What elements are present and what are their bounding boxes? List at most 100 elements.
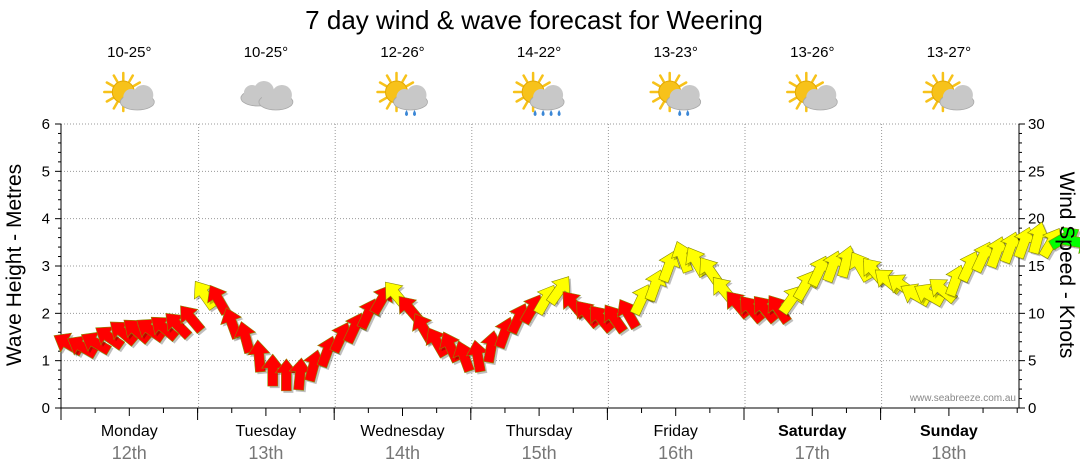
- sun-ray: [651, 96, 661, 103]
- sun-ray: [112, 74, 119, 83]
- day-date-label: 17th: [795, 443, 830, 463]
- sun-ray: [112, 101, 119, 110]
- wind-arrow: [986, 236, 1009, 269]
- weather-icons: 10-25° 10-25° 12-26° 14-22° 13-23° 13-26° 13-2…: [103, 44, 975, 116]
- rain-drop: [541, 110, 545, 116]
- sun-ray: [105, 96, 115, 103]
- wind-arrow: [150, 316, 180, 343]
- wind-arrow: [671, 241, 694, 274]
- cloud-shape: [816, 85, 837, 105]
- sun-ray: [658, 101, 665, 110]
- sun-ray: [674, 74, 681, 83]
- sun-cloud-rain-icon: [649, 71, 702, 116]
- day-name-label: Friday: [653, 423, 697, 440]
- wind-arrow: [740, 295, 766, 325]
- wind-arrow: [80, 331, 112, 356]
- y-tick-label-left: 1: [42, 353, 50, 370]
- wind-arrow: [822, 250, 845, 284]
- temperature-label: 10-25°: [107, 44, 151, 61]
- y-tick-label-left: 0: [42, 400, 50, 417]
- wind-arrow: [274, 358, 299, 392]
- wind-arrow: [1061, 231, 1080, 255]
- day-name-label: Thursday: [506, 423, 573, 440]
- sun-ray: [515, 81, 524, 88]
- sun-ray: [401, 74, 408, 83]
- wind-arrow: [1013, 226, 1036, 260]
- sun-ray: [932, 101, 939, 110]
- day-name-label: Tuesday: [236, 423, 297, 440]
- wind-arrow: [999, 231, 1022, 265]
- sun-ray: [105, 81, 115, 88]
- sun-ray: [788, 81, 798, 88]
- y-tick-label-right: 5: [1028, 353, 1036, 370]
- day-date-label: 12th: [112, 443, 147, 463]
- sun-ray: [378, 96, 388, 103]
- cloud-shape: [952, 85, 973, 105]
- wind-arrow: [1026, 221, 1050, 255]
- rain-drop: [686, 110, 690, 116]
- cloud-shape: [679, 85, 700, 105]
- day-name-label: Wednesday: [360, 423, 444, 440]
- sun-cloud-heavy-rain-icon: [512, 71, 565, 116]
- day-name-label: Monday: [101, 423, 158, 440]
- day-date-label: 13th: [248, 443, 283, 463]
- wind-arrow: [165, 313, 193, 340]
- sun-ray: [378, 81, 388, 88]
- y-tick-label-left: 6: [42, 116, 50, 133]
- sun-ray: [522, 74, 529, 83]
- day-name-label: Saturday: [778, 423, 847, 440]
- sun-cloud-icon: [103, 71, 155, 113]
- wind-arrow: [180, 305, 206, 334]
- rain-drop: [549, 110, 553, 116]
- sun-ray: [658, 74, 665, 83]
- wind-arrow: [261, 353, 285, 387]
- sun-ray: [385, 101, 392, 110]
- y-axis-left-label: Wave Height - Metres: [3, 164, 26, 366]
- sun-ray: [522, 101, 529, 110]
- sun-ray: [925, 96, 934, 103]
- rain-drop: [557, 110, 561, 116]
- day-date-label: 18th: [931, 443, 966, 463]
- temperature-label: 13-27°: [927, 44, 971, 61]
- y-tick-label-right: 30: [1028, 116, 1045, 133]
- rain-drop: [405, 110, 408, 116]
- y-axis-right-label: Wind Speed - Knots: [1055, 172, 1078, 359]
- sun-ray: [651, 81, 661, 88]
- sun-ray: [385, 74, 392, 83]
- sun-ray: [815, 81, 825, 88]
- wind-arrow: [207, 284, 231, 316]
- sun-ray: [537, 74, 544, 83]
- wind-arrows: [53, 221, 1080, 393]
- sun-ray: [132, 81, 142, 88]
- wind-arrow: [545, 276, 571, 307]
- y-tick-label-left: 3: [42, 258, 50, 275]
- sun-ray: [932, 74, 939, 83]
- sun-ray: [952, 81, 961, 88]
- y-tick-label-left: 2: [42, 305, 50, 322]
- sun-ray: [515, 96, 524, 103]
- sun-ray: [788, 96, 798, 103]
- sun-cloud-rain-icon: [376, 71, 428, 116]
- temperature-label: 12-26°: [380, 44, 424, 61]
- sun-ray: [811, 74, 818, 83]
- wind-arrow: [658, 250, 681, 284]
- day-labels: Monday 12th Tuesday 13th Wednesday 14th Thursd…: [101, 423, 978, 463]
- sun-ray: [795, 74, 802, 83]
- temperature-label: 10-25°: [244, 44, 288, 61]
- sun-ray: [405, 81, 415, 88]
- wind-arrow: [452, 340, 475, 374]
- wind-arrow: [95, 326, 126, 351]
- sun-ray: [542, 81, 551, 88]
- y-tick-label-left: 5: [42, 163, 50, 180]
- sun-ray: [795, 101, 802, 110]
- day-date-label: 14th: [385, 443, 420, 463]
- wind-arrow: [603, 304, 628, 335]
- chart-title: 7 day wind & wave forecast for Weering: [305, 5, 763, 35]
- day-date-label: 16th: [658, 443, 693, 463]
- temperature-label: 13-23°: [654, 44, 698, 61]
- y-tick-label-right: 25: [1028, 163, 1045, 180]
- day-name-label: Sunday: [920, 423, 978, 440]
- sun-cloud-icon: [786, 71, 838, 113]
